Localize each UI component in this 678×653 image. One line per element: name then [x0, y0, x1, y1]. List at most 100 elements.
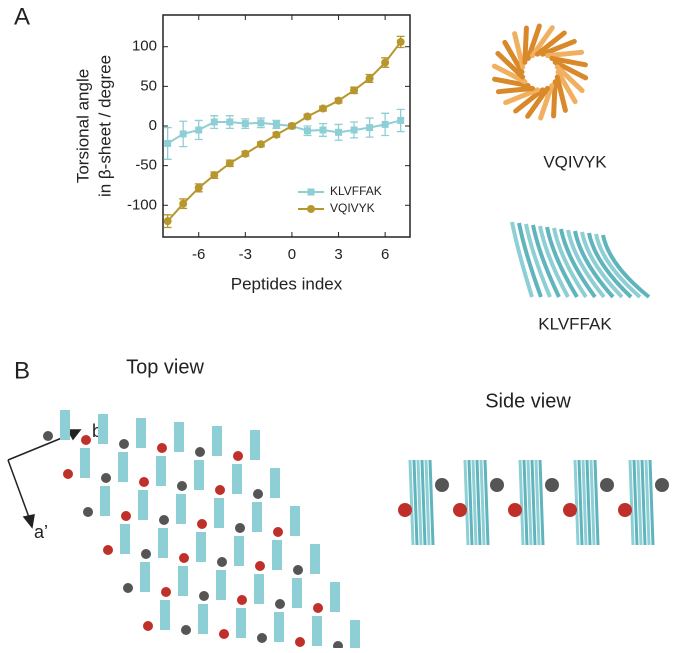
residue: [235, 523, 245, 533]
residue: [83, 507, 93, 517]
strand: [530, 25, 555, 59]
strand: [513, 87, 546, 114]
sheet: [589, 459, 596, 546]
marker: [287, 122, 296, 130]
structure-label: KLVFFAK: [538, 314, 612, 333]
sheet: [98, 414, 108, 444]
sheet: [216, 570, 226, 600]
sheet: [292, 578, 302, 608]
marker: [381, 120, 389, 128]
residue: [563, 503, 577, 517]
residue: [219, 629, 229, 639]
sheet: [196, 532, 206, 562]
sheet: [272, 540, 282, 570]
residue: [63, 469, 73, 479]
residue: [179, 553, 189, 563]
sheet: [100, 486, 110, 516]
marker: [319, 104, 328, 113]
sheet: [585, 459, 592, 546]
marker: [303, 112, 312, 121]
sheet: [428, 459, 435, 546]
marker: [241, 120, 249, 128]
marker: [164, 139, 172, 147]
marker: [365, 74, 374, 83]
strand: [549, 55, 588, 68]
sheet: [463, 459, 470, 546]
strand: [510, 221, 534, 298]
residue: [453, 503, 467, 517]
marker: [195, 126, 203, 134]
sheet: [250, 430, 260, 460]
sheet: [350, 620, 360, 650]
panel-label: B: [14, 357, 30, 384]
residue: [43, 431, 53, 441]
marker: [256, 140, 265, 149]
marker: [381, 58, 390, 67]
strand: [559, 228, 597, 299]
x-tick-label: -6: [192, 246, 205, 263]
sheet: [330, 582, 340, 612]
marker: [226, 118, 234, 126]
x-tick-label: -3: [239, 246, 252, 263]
y-tick-label: -100: [127, 196, 157, 213]
sheet: [232, 464, 242, 494]
marker: [257, 119, 265, 127]
sheet: [80, 448, 90, 478]
sheet: [640, 459, 647, 546]
strand: [491, 63, 528, 85]
residue: [101, 473, 111, 483]
residue: [181, 625, 191, 635]
strand: [554, 64, 585, 94]
panel-label: A: [14, 3, 30, 30]
sheet: [176, 494, 186, 524]
strand: [531, 224, 561, 298]
strand: [517, 222, 543, 298]
residue: [273, 527, 283, 537]
strand: [551, 79, 558, 119]
view-label: Top view: [126, 356, 204, 378]
sheet: [194, 460, 204, 490]
legend-label: KLVFFAK: [330, 184, 382, 198]
marker: [350, 86, 359, 95]
sheet: [518, 459, 525, 546]
sheet: [274, 612, 284, 642]
residue: [195, 447, 205, 457]
residue: [255, 561, 265, 571]
strand: [566, 229, 606, 299]
sheet: [530, 459, 537, 546]
residue: [199, 591, 209, 601]
residue: [119, 439, 129, 449]
strand: [573, 230, 615, 299]
x-tick-label: 3: [334, 246, 342, 263]
y-tick-label: 50: [140, 77, 157, 94]
sheet: [120, 524, 130, 554]
strand: [580, 231, 624, 299]
sheet: [290, 506, 300, 536]
x-axis-label: Peptides index: [231, 274, 343, 293]
strand: [495, 85, 536, 95]
residue: [545, 478, 559, 492]
residue: [81, 435, 91, 445]
sheet: [140, 562, 150, 592]
marker: [241, 149, 250, 158]
strand: [534, 30, 567, 57]
marker: [396, 37, 405, 46]
sheet: [475, 459, 482, 546]
strand: [538, 225, 570, 298]
marker: [179, 199, 188, 208]
sheet: [522, 459, 529, 546]
y-axis-label: in β-sheet / degree: [95, 55, 114, 197]
residue: [275, 599, 285, 609]
sheet: [178, 566, 188, 596]
sheet: [636, 459, 643, 546]
residue: [293, 565, 303, 575]
residue: [157, 443, 167, 453]
sheet: [471, 459, 478, 546]
residue: [123, 583, 133, 593]
strand: [555, 69, 578, 105]
strand: [492, 76, 531, 89]
marker: [319, 126, 327, 134]
sheet: [577, 459, 584, 546]
strand: [601, 234, 651, 299]
sheet: [412, 459, 419, 546]
